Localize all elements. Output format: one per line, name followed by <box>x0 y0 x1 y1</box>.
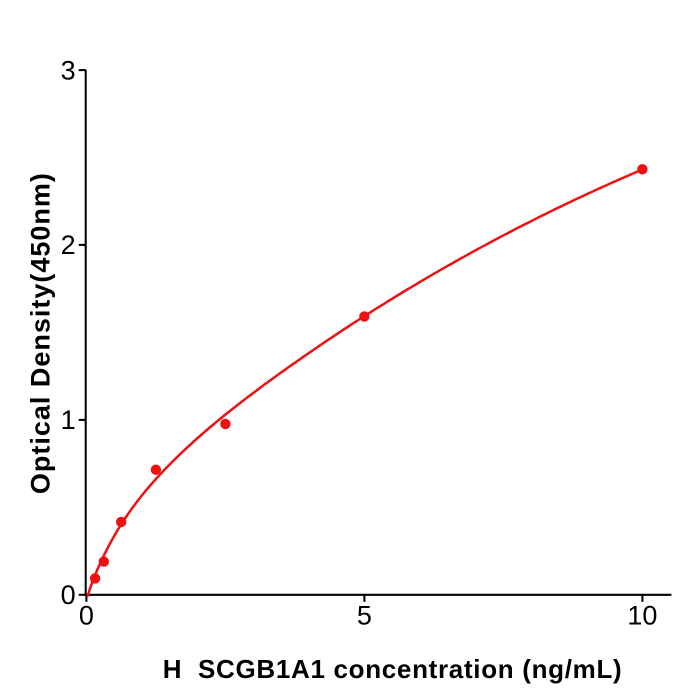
svg-text:5: 5 <box>357 600 372 630</box>
svg-text:Optical Density(450nm): Optical Density(450nm) <box>26 173 56 494</box>
svg-text:3: 3 <box>61 55 76 85</box>
svg-text:H SCGB1A1 concentration (ng/m: H SCGB1A1 concentration (ng/mL) <box>163 654 622 684</box>
svg-text:0: 0 <box>79 600 94 630</box>
svg-text:0: 0 <box>61 580 76 610</box>
svg-text:2: 2 <box>61 230 76 260</box>
svg-text:1: 1 <box>61 405 76 435</box>
svg-text:10: 10 <box>627 600 657 630</box>
